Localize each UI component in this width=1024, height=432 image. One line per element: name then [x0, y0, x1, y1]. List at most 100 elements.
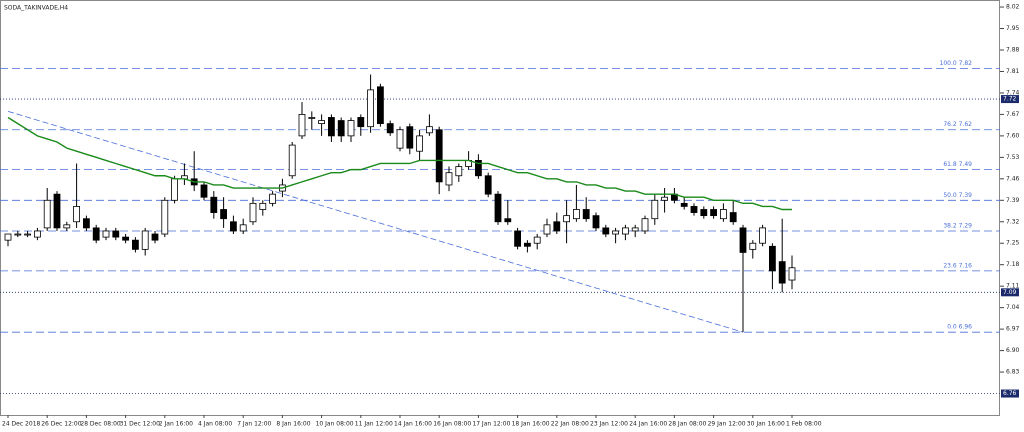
x-tick-label: 14 Jan 16:00	[394, 421, 432, 428]
candle-body	[229, 221, 237, 232]
candle-body	[514, 230, 521, 247]
candle-body	[73, 206, 80, 223]
candle-body	[43, 199, 51, 229]
y-tick-label: 7.95	[1006, 25, 1020, 32]
candle-body	[122, 236, 129, 241]
candle-body	[533, 236, 541, 244]
candle-body	[582, 209, 590, 220]
candle-body	[641, 218, 649, 232]
candle-body	[759, 227, 766, 244]
candle-body	[445, 172, 453, 186]
candle-body	[269, 193, 277, 204]
y-tick-label: 7.18	[1006, 261, 1020, 268]
candle-body	[376, 86, 384, 125]
y-tick-label: 6.83	[1006, 369, 1020, 376]
candle-body	[435, 129, 443, 183]
candle-body	[543, 224, 551, 235]
x-tick-label: 24 Dec 2018	[2, 421, 41, 428]
candle-body	[592, 215, 600, 229]
x-tick-label: 22 Jan 08:00	[551, 421, 589, 428]
y-tick-label: 7.88	[1006, 46, 1020, 53]
price-box	[1001, 288, 1019, 297]
candle-body	[24, 233, 32, 236]
candle-body	[367, 89, 375, 128]
candle-body	[298, 114, 306, 137]
candle-body	[690, 206, 698, 213]
x-tick-label: 10 Jan 08:00	[316, 421, 354, 428]
y-tick-label: 7.60	[1006, 132, 1020, 139]
price-label: 6.76	[1003, 390, 1017, 397]
moving-average	[7, 116, 792, 211]
candle-body	[259, 202, 267, 210]
price-box	[1001, 389, 1019, 398]
candle-body	[131, 239, 139, 250]
candle-body	[631, 227, 639, 232]
fib-label: 0.0 6.96	[947, 324, 972, 331]
candle-body	[788, 267, 796, 281]
candle-body	[288, 144, 296, 177]
candle-body	[151, 233, 159, 241]
y-tick-label: 7.74	[1006, 89, 1020, 96]
candle-body	[563, 215, 570, 223]
x-tick-label: 1 Feb 08:00	[786, 421, 822, 428]
y-tick-label: 7.04	[1006, 304, 1020, 311]
candle-body	[171, 178, 179, 201]
candle-body	[337, 120, 345, 137]
candle-body	[651, 199, 659, 220]
candle-body	[249, 202, 257, 223]
candle-body	[749, 242, 757, 250]
candle-body	[504, 218, 512, 223]
y-tick-label: 7.67	[1006, 111, 1020, 118]
x-tick-label: 30 Jan 16:00	[747, 421, 785, 428]
fib-label: 100.0 7.82	[940, 60, 973, 67]
candle-body	[602, 227, 610, 235]
fib-label: 38.2 7.29	[943, 222, 972, 229]
chart-title: SODA_TAKINVADE,H4	[4, 5, 68, 12]
y-tick-label: 6.90	[1006, 347, 1020, 354]
x-tick-label: 28 Jan 08:00	[668, 421, 706, 428]
candle-body	[318, 120, 326, 125]
candle-body	[112, 230, 120, 238]
candle-body	[484, 175, 492, 195]
x-tick-label: 29 Jan 12:00	[708, 421, 746, 428]
x-tick-label: 11 Jan 12:00	[355, 421, 393, 428]
candle-body	[769, 245, 776, 272]
candle-body	[739, 227, 747, 253]
y-tick-label: 7.25	[1006, 240, 1020, 247]
x-tick-label: 24 Jan 16:00	[629, 421, 667, 428]
candle-body	[53, 193, 61, 229]
x-tick-label: 16 Jan 08:00	[433, 421, 471, 428]
candle-body	[474, 160, 482, 177]
fib-label: 23.6 7.16	[943, 262, 972, 269]
candle-body	[141, 230, 149, 250]
candle-body	[425, 126, 433, 134]
candle-body	[4, 233, 12, 241]
candle-body	[710, 209, 717, 217]
fib-label: 50.0 7.39	[943, 192, 972, 199]
candle-body	[573, 209, 580, 220]
y-tick-label: 7.81	[1006, 68, 1020, 75]
candle-body	[327, 117, 335, 137]
candle-body	[700, 209, 708, 217]
x-tick-label: 17 Jan 12:00	[472, 421, 510, 428]
x-tick-label: 4 Jan 08:00	[198, 421, 232, 428]
candle-body	[308, 117, 316, 119]
candle-body	[524, 242, 531, 247]
y-tick-label: 7.11	[1006, 283, 1020, 290]
candle-body	[92, 227, 100, 241]
candle-body	[63, 224, 71, 229]
x-tick-label: 2 Jan 16:00	[159, 421, 193, 428]
y-tick-label: 7.39	[1006, 197, 1020, 204]
candle-body	[347, 120, 355, 137]
candle-body	[680, 202, 688, 207]
candle-body	[220, 209, 228, 220]
candle-body	[553, 221, 561, 232]
price-label: 7.72	[1003, 96, 1017, 103]
candle-body	[83, 218, 90, 229]
x-tick-label: 7 Jan 12:00	[237, 421, 271, 428]
candle-body	[210, 196, 218, 213]
price-box	[1001, 95, 1019, 104]
candle-body	[455, 166, 463, 177]
y-tick-label: 7.53	[1006, 154, 1020, 161]
